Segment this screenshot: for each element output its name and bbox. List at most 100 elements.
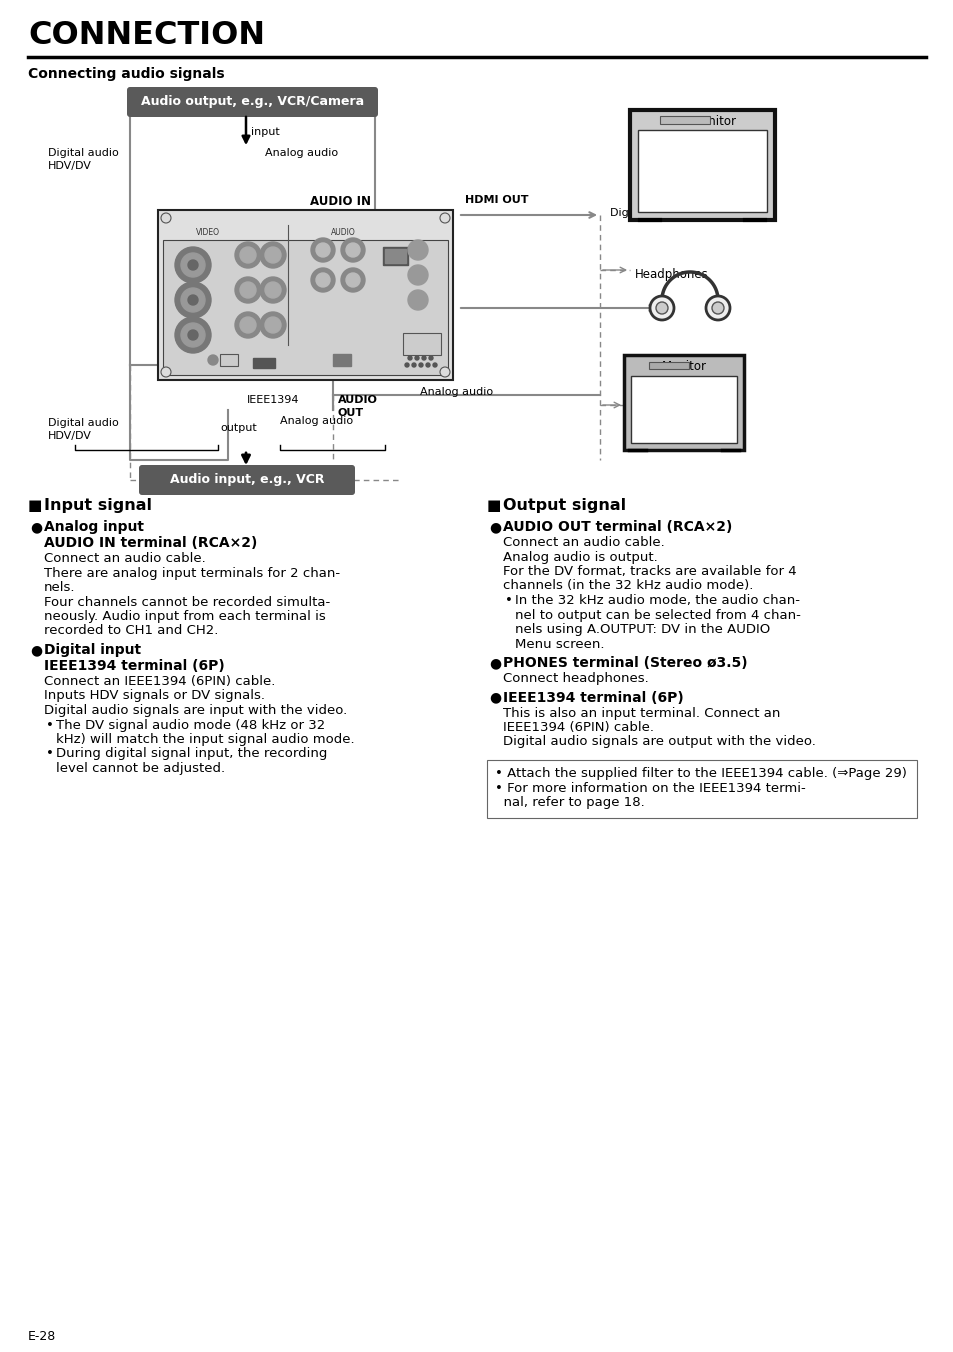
Text: ●: ●	[489, 656, 500, 671]
Text: AUDIO IN: AUDIO IN	[310, 195, 371, 208]
Bar	[630, 376, 737, 443]
Circle shape	[408, 356, 412, 360]
Circle shape	[346, 243, 359, 257]
Text: This is also an input terminal. Connect an: This is also an input terminal. Connect …	[502, 707, 780, 719]
Circle shape	[181, 253, 205, 277]
FancyBboxPatch shape	[623, 356, 743, 450]
Text: Monitor: Monitor	[660, 360, 706, 373]
Text: During digital signal input, the recording: During digital signal input, the recordi…	[56, 748, 327, 760]
Text: • Attach the supplied filter to the IEEE1394 cable. (⇒Page 29): • Attach the supplied filter to the IEEE…	[495, 767, 906, 780]
Circle shape	[426, 362, 430, 366]
Circle shape	[649, 296, 673, 320]
Text: recorded to CH1 and CH2.: recorded to CH1 and CH2.	[44, 625, 218, 638]
Text: Inputs HDV signals or DV signals.: Inputs HDV signals or DV signals.	[44, 690, 265, 703]
Circle shape	[240, 316, 255, 333]
Circle shape	[656, 301, 667, 314]
Text: HDV/DV: HDV/DV	[48, 161, 91, 170]
Text: Digital audio: Digital audio	[48, 418, 118, 429]
Circle shape	[174, 283, 211, 318]
Text: Analog input: Analog input	[44, 521, 144, 534]
Text: ●: ●	[30, 521, 42, 534]
Circle shape	[260, 312, 286, 338]
Circle shape	[161, 214, 171, 223]
Text: ●: ●	[489, 691, 500, 704]
Circle shape	[439, 366, 450, 377]
Bar	[382, 247, 408, 265]
Circle shape	[408, 241, 428, 260]
Circle shape	[429, 356, 433, 360]
Text: E-28: E-28	[28, 1330, 56, 1343]
Circle shape	[412, 362, 416, 366]
Text: neously. Audio input from each terminal is: neously. Audio input from each terminal …	[44, 610, 325, 623]
Text: Digital audio: Digital audio	[48, 147, 118, 158]
Text: Analog audio: Analog audio	[265, 147, 337, 158]
Bar	[333, 354, 351, 366]
Text: Analog audio is output.: Analog audio is output.	[502, 550, 657, 564]
Text: Digital input: Digital input	[44, 644, 141, 657]
Text: ●: ●	[489, 521, 500, 534]
Text: Connecting audio signals: Connecting audio signals	[28, 68, 224, 81]
Bar	[648, 362, 688, 369]
FancyBboxPatch shape	[629, 110, 774, 220]
Circle shape	[711, 301, 723, 314]
Text: In the 32 kHz audio mode, the audio chan-: In the 32 kHz audio mode, the audio chan…	[515, 594, 800, 607]
Circle shape	[315, 243, 330, 257]
Text: For the DV format, tracks are available for 4: For the DV format, tracks are available …	[502, 565, 796, 579]
Text: nal, refer to page 18.: nal, refer to page 18.	[495, 796, 644, 808]
Circle shape	[265, 316, 281, 333]
Circle shape	[340, 238, 365, 262]
Text: Input signal: Input signal	[44, 498, 152, 512]
Circle shape	[208, 356, 218, 365]
Text: Menu screen.: Menu screen.	[515, 638, 604, 650]
Circle shape	[415, 356, 418, 360]
Circle shape	[340, 268, 365, 292]
Circle shape	[408, 289, 428, 310]
Text: ■: ■	[28, 498, 42, 512]
Text: •: •	[46, 748, 53, 760]
Bar	[402, 333, 440, 356]
Circle shape	[421, 356, 426, 360]
Bar	[163, 241, 448, 375]
Text: ■: ■	[486, 498, 501, 512]
Circle shape	[265, 283, 281, 297]
Circle shape	[188, 330, 198, 339]
Text: Digital audio signals are input with the video.: Digital audio signals are input with the…	[44, 704, 347, 717]
Text: There are analog input terminals for 2 chan-: There are analog input terminals for 2 c…	[44, 566, 340, 580]
Circle shape	[181, 323, 205, 347]
Text: Analog audio: Analog audio	[280, 416, 353, 426]
Text: Four channels cannot be recorded simulta-: Four channels cannot be recorded simulta…	[44, 595, 330, 608]
Circle shape	[439, 214, 450, 223]
Text: channels (in the 32 kHz audio mode).: channels (in the 32 kHz audio mode).	[502, 580, 753, 592]
Circle shape	[234, 277, 261, 303]
Circle shape	[260, 277, 286, 303]
Text: Connect an audio cable.: Connect an audio cable.	[44, 552, 206, 565]
Text: IEEE1394: IEEE1394	[247, 395, 299, 406]
Text: •: •	[504, 594, 513, 607]
Text: IEEE1394 terminal (6P): IEEE1394 terminal (6P)	[502, 691, 683, 704]
Text: ●: ●	[30, 644, 42, 657]
Text: IEEE1394 (6PIN) cable.: IEEE1394 (6PIN) cable.	[502, 721, 654, 734]
Circle shape	[161, 366, 171, 377]
Bar	[659, 116, 709, 124]
Text: PHONES terminal (Stereo ø3.5): PHONES terminal (Stereo ø3.5)	[502, 656, 747, 671]
Circle shape	[311, 268, 335, 292]
Text: IEEE1394 terminal (6P): IEEE1394 terminal (6P)	[44, 658, 225, 673]
Bar	[486, 760, 916, 818]
Text: The DV signal audio mode (48 kHz or 32: The DV signal audio mode (48 kHz or 32	[56, 718, 325, 731]
Bar	[253, 358, 274, 368]
Text: AUDIO IN terminal (RCA×2): AUDIO IN terminal (RCA×2)	[44, 535, 257, 550]
Text: Connect an IEEE1394 (6PIN) cable.: Connect an IEEE1394 (6PIN) cable.	[44, 675, 275, 688]
Text: VIDEO: VIDEO	[195, 228, 220, 237]
Circle shape	[265, 247, 281, 264]
Bar	[220, 354, 237, 366]
Text: Audio input, e.g., VCR: Audio input, e.g., VCR	[170, 473, 324, 487]
Circle shape	[418, 362, 422, 366]
Text: nels using A.OUTPUT: DV in the AUDIO: nels using A.OUTPUT: DV in the AUDIO	[515, 623, 769, 635]
Circle shape	[234, 242, 261, 268]
Text: nels.: nels.	[44, 581, 75, 594]
Circle shape	[188, 295, 198, 306]
Text: AUDIO: AUDIO	[337, 395, 377, 406]
Text: Headphones: Headphones	[635, 268, 708, 281]
Text: output: output	[220, 423, 256, 433]
Text: Output signal: Output signal	[502, 498, 625, 512]
